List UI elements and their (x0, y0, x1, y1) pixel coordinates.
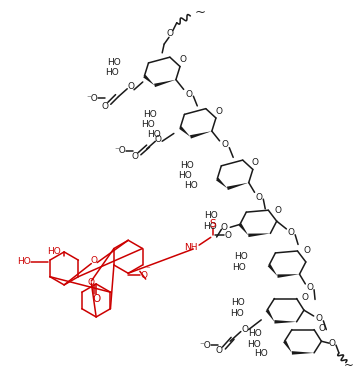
Text: ⁻: ⁻ (145, 265, 150, 274)
Text: O: O (88, 278, 95, 286)
Text: HO: HO (234, 252, 248, 261)
Text: HO: HO (17, 257, 31, 266)
Text: NH: NH (185, 242, 198, 251)
Text: ~: ~ (194, 6, 205, 19)
Text: O: O (256, 193, 263, 202)
Text: O: O (329, 339, 336, 348)
Text: O: O (303, 247, 310, 256)
Text: HO: HO (184, 181, 198, 190)
Text: HO: HO (141, 120, 155, 129)
Text: HO: HO (203, 222, 217, 231)
Text: O: O (179, 55, 186, 64)
Text: ⁻O: ⁻O (115, 147, 126, 156)
Text: O: O (155, 135, 162, 144)
Text: HO: HO (147, 130, 161, 139)
Text: HO: HO (181, 161, 194, 170)
Text: HO: HO (47, 247, 61, 256)
Text: O: O (127, 82, 135, 91)
Text: HO: HO (247, 340, 261, 349)
Text: HO: HO (230, 308, 244, 317)
Text: O: O (215, 107, 222, 116)
Polygon shape (227, 183, 249, 190)
Text: ⁻O: ⁻O (199, 341, 211, 350)
Text: HO: HO (231, 298, 245, 307)
Polygon shape (248, 233, 270, 237)
Polygon shape (292, 351, 314, 355)
Text: O: O (316, 314, 323, 323)
Text: O: O (222, 140, 229, 149)
Text: HO: HO (254, 350, 268, 358)
Text: HO: HO (248, 329, 262, 338)
Text: O: O (319, 324, 326, 333)
Text: O: O (225, 231, 232, 240)
Polygon shape (154, 80, 176, 87)
Text: HO: HO (144, 110, 157, 119)
Polygon shape (275, 320, 297, 323)
Text: O: O (91, 256, 98, 265)
Polygon shape (266, 309, 275, 322)
Text: O: O (140, 271, 147, 280)
Polygon shape (190, 131, 212, 139)
Text: HO: HO (204, 211, 217, 220)
Text: O: O (274, 206, 281, 214)
Text: ⁻O: ⁻O (86, 94, 98, 103)
Text: O: O (307, 283, 314, 292)
Polygon shape (283, 340, 292, 353)
Polygon shape (277, 274, 300, 278)
Text: S: S (209, 219, 216, 229)
Text: HO: HO (107, 58, 120, 67)
Polygon shape (216, 178, 227, 188)
Text: O: O (216, 347, 223, 355)
Polygon shape (238, 223, 248, 235)
Text: O: O (241, 325, 248, 334)
Text: ~: ~ (344, 359, 353, 372)
Polygon shape (268, 264, 277, 276)
Text: O: O (221, 223, 228, 232)
Text: O: O (288, 228, 295, 237)
Text: HO: HO (232, 263, 246, 272)
Text: O: O (101, 102, 109, 111)
Polygon shape (143, 75, 155, 85)
Text: HO: HO (105, 68, 119, 77)
Polygon shape (179, 126, 190, 137)
Text: O: O (301, 293, 308, 302)
Text: O: O (131, 152, 139, 161)
Text: O: O (166, 29, 174, 38)
Text: O: O (186, 90, 193, 99)
Text: O: O (252, 158, 259, 167)
Text: O: O (92, 294, 100, 304)
Text: HO: HO (178, 171, 192, 180)
